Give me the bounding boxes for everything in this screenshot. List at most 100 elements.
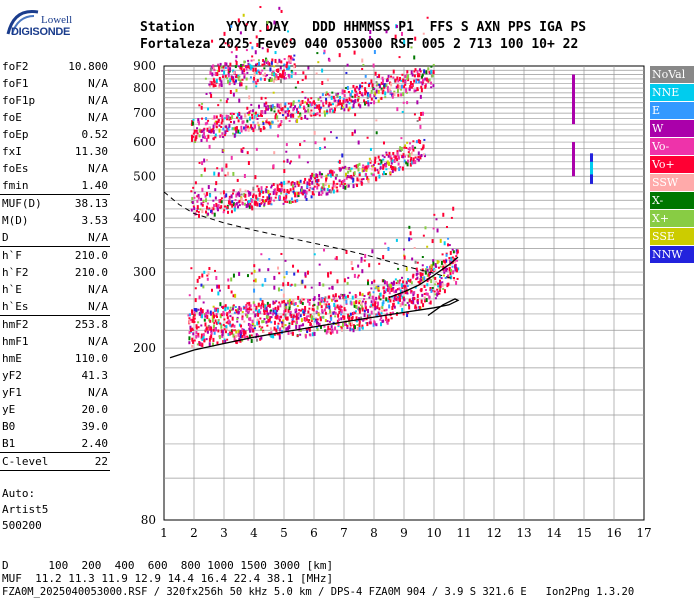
echo-point	[328, 303, 331, 306]
echo-point	[361, 305, 364, 310]
echo-point	[323, 308, 326, 312]
echo-point	[296, 334, 299, 337]
echo-point	[212, 305, 215, 308]
echo-point	[361, 166, 364, 169]
echo-point	[277, 119, 280, 122]
echo-point	[218, 66, 221, 69]
echo-point	[342, 315, 345, 319]
echo-point	[365, 308, 368, 311]
echo-point	[263, 199, 266, 203]
echo-point	[439, 275, 442, 278]
echo-point	[401, 31, 404, 36]
echo-point	[191, 344, 194, 348]
echo-point	[275, 193, 278, 196]
echo-point	[233, 207, 236, 212]
echo-point	[255, 201, 258, 205]
echo-point	[337, 102, 340, 106]
echo-point	[317, 178, 320, 182]
param-name: hmE	[2, 352, 22, 365]
echo-point	[439, 265, 442, 268]
echo-point	[309, 321, 312, 326]
param-row: M(D) 3.53	[0, 212, 112, 229]
echo-point	[319, 107, 322, 110]
echo-point	[389, 155, 392, 160]
echo-point	[314, 177, 317, 180]
echo-point	[355, 295, 358, 298]
echo-point	[392, 152, 395, 156]
echo-point	[251, 65, 254, 69]
echo-point	[329, 108, 332, 113]
echo-point	[247, 160, 250, 165]
echo-point	[346, 63, 349, 67]
echo-point	[249, 328, 252, 333]
echo-point	[270, 333, 273, 338]
echo-point	[299, 114, 302, 117]
echo-point	[260, 327, 263, 331]
echo-point	[285, 64, 288, 69]
echo-point	[343, 307, 346, 312]
echo-point	[295, 313, 298, 318]
echo-point	[399, 146, 402, 151]
echo-point	[318, 314, 321, 317]
echo-point	[232, 304, 235, 307]
echo-point	[412, 297, 415, 302]
x-tick-label: 11	[456, 526, 471, 540]
echo-point	[326, 320, 329, 323]
echo-point	[409, 142, 412, 145]
echo-point	[385, 297, 388, 302]
x-tick-label: 6	[310, 526, 318, 540]
echo-point	[201, 187, 204, 192]
echo-point	[191, 327, 194, 330]
echo-point	[268, 62, 271, 66]
echo-point	[236, 116, 239, 119]
echo-point	[354, 93, 357, 98]
echo-point	[370, 287, 373, 290]
echo-point	[252, 195, 255, 199]
echo-point	[223, 318, 226, 321]
echo-point	[278, 6, 281, 10]
echo-point	[227, 79, 230, 84]
echo-point	[207, 271, 210, 276]
echo-point	[408, 237, 411, 242]
echo-point	[243, 126, 246, 130]
echo-point	[193, 191, 196, 194]
echo-point	[340, 313, 343, 316]
echo-point	[335, 136, 338, 139]
echo-point	[301, 308, 304, 312]
echo-point	[198, 275, 201, 279]
echo-point	[229, 306, 232, 309]
param-row: hmE 110.0	[0, 350, 112, 367]
echo-point	[430, 81, 433, 85]
echo-point	[286, 61, 289, 65]
echo-point	[421, 264, 424, 267]
echo-point	[215, 202, 218, 207]
echo-point	[326, 300, 329, 303]
x-tick-label: 4	[250, 526, 258, 540]
echo-point	[339, 96, 342, 100]
echo-point	[201, 343, 204, 348]
echo-point	[271, 120, 274, 124]
echo-point	[374, 71, 377, 76]
echo-point	[311, 180, 314, 185]
echo-point	[381, 306, 384, 310]
echo-point	[386, 86, 389, 91]
echo-point	[378, 168, 381, 172]
echo-point	[288, 74, 291, 79]
echo-point	[421, 293, 424, 297]
echo-point	[279, 303, 282, 308]
echo-point	[263, 60, 266, 64]
echo-point	[391, 165, 394, 170]
echo-point	[330, 95, 333, 100]
echo-point	[253, 269, 256, 273]
echo-point	[286, 180, 289, 184]
echo-point	[214, 188, 217, 192]
echo-point	[283, 77, 286, 80]
echo-point	[318, 104, 321, 108]
echo-point	[352, 84, 355, 88]
echo-point	[261, 120, 264, 123]
echo-point	[290, 181, 293, 186]
param-name: foF1p	[2, 94, 36, 107]
echo-point	[413, 55, 416, 60]
echo-point	[427, 79, 430, 83]
echo-point	[318, 263, 321, 266]
